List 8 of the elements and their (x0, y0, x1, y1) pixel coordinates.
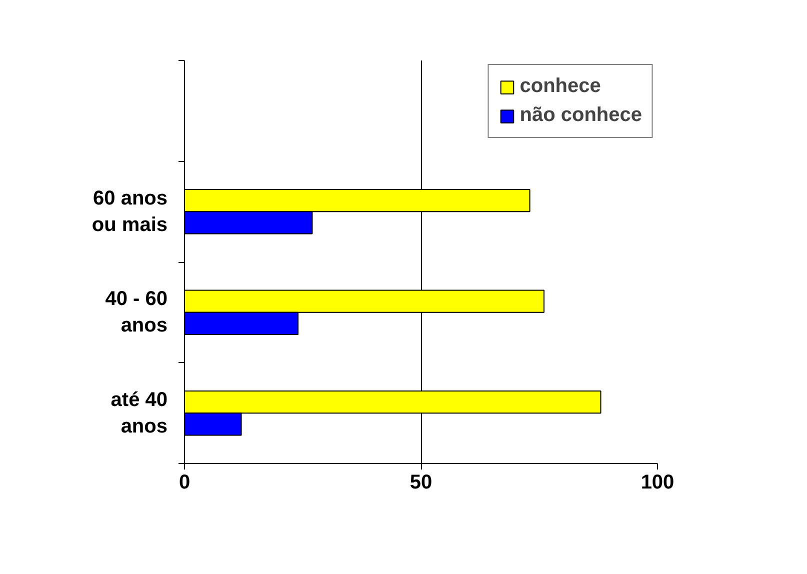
x-tick-label: 0 (178, 472, 190, 494)
y-tick-label: 40 - 60 anos (105, 288, 168, 337)
legend-label: conhece (520, 75, 601, 98)
y-tick-label: 60 anos ou mais (92, 187, 168, 236)
x-tick-label: 50 (410, 472, 432, 494)
y-tick-label: até 40 anos (110, 388, 168, 438)
x-tick-label: 100 (640, 472, 674, 494)
legend-label: não conhece (520, 104, 642, 127)
